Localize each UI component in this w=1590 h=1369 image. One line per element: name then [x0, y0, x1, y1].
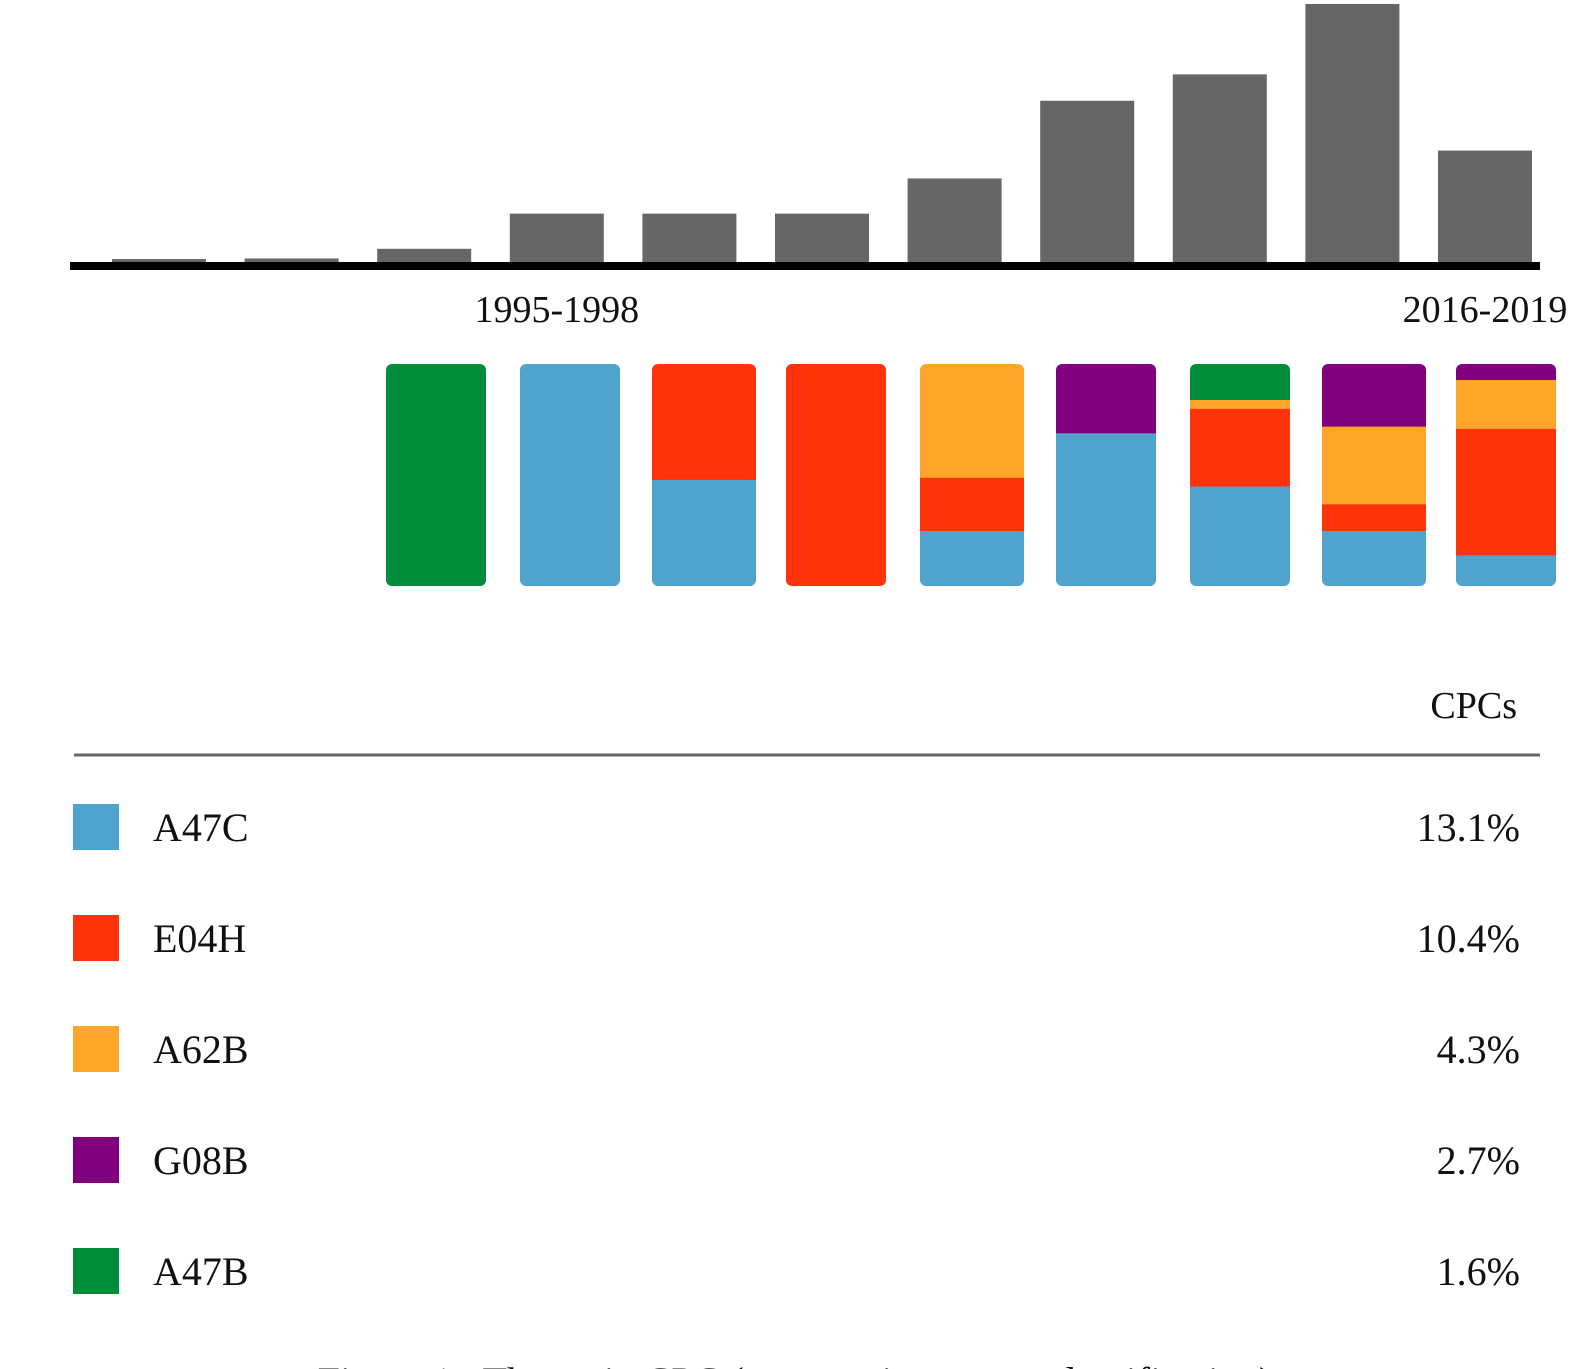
stack-segment	[786, 364, 886, 586]
stack-segment	[520, 364, 620, 586]
legend-swatch	[73, 915, 119, 961]
legend: A47C 13.1% E04H 10.4% A62B 4.3% G08B 2.7% A47B 1.…	[73, 804, 1520, 1294]
stacked-bar	[1190, 364, 1290, 586]
stack-segment	[1456, 554, 1556, 586]
stack-segment	[1322, 503, 1426, 531]
legend-code: G08B	[153, 1138, 249, 1183]
count-bar	[244, 258, 339, 262]
stack-segment	[1190, 486, 1290, 586]
legend-row: E04H 10.4%	[73, 915, 1520, 961]
cpc-share-stacked-bars	[386, 364, 1556, 586]
stack-segment	[1322, 426, 1426, 505]
stacked-bar	[1322, 364, 1426, 586]
stack-segment	[652, 364, 756, 480]
stack-segment	[1456, 428, 1556, 556]
legend-row: A62B 4.3%	[73, 1026, 1520, 1072]
stacked-bar	[786, 364, 886, 586]
legend-share: 13.1%	[1417, 805, 1520, 850]
count-bar	[1438, 150, 1532, 262]
legend-row: A47C 13.1%	[73, 804, 1520, 850]
stack-segment	[1056, 364, 1156, 434]
count-bar-chart	[112, 4, 1532, 262]
count-bar	[907, 178, 1002, 262]
stacked-bar	[920, 364, 1024, 586]
stack-segment	[1456, 364, 1556, 381]
count-bar	[1040, 100, 1135, 262]
x-tick-label: 2016-2019	[1403, 289, 1568, 331]
legend-swatch	[73, 1248, 119, 1294]
legend-share: 2.7%	[1437, 1138, 1520, 1183]
legend-header: CPCs	[1430, 685, 1517, 727]
stack-segment	[920, 477, 1024, 531]
stacked-bar	[520, 364, 620, 586]
legend-code: A47C	[153, 805, 249, 850]
legend-share: 10.4%	[1417, 916, 1520, 961]
stacked-bar	[386, 364, 486, 586]
legend-swatch	[73, 1137, 119, 1183]
legend-code: A62B	[153, 1027, 249, 1072]
x-tick-labels: 1995-1998 2016-2019	[474, 289, 1567, 331]
legend-row: G08B 2.7%	[73, 1137, 1520, 1183]
stack-segment	[920, 364, 1024, 478]
stack-segment	[1190, 364, 1290, 401]
stack-segment	[1190, 408, 1290, 487]
stack-segment	[652, 479, 756, 586]
stack-segment	[1056, 432, 1156, 586]
stack-segment	[1322, 364, 1426, 427]
legend-swatch	[73, 804, 119, 850]
stacked-bar	[652, 364, 756, 586]
count-bar	[642, 213, 737, 262]
stack-segment	[386, 364, 486, 586]
legend-share: 1.6%	[1437, 1249, 1520, 1294]
stacked-bar	[1056, 364, 1156, 586]
count-bar	[1305, 4, 1400, 262]
legend-code: E04H	[153, 916, 246, 961]
stack-segment	[1190, 399, 1290, 409]
count-bar	[377, 248, 472, 262]
count-bar	[509, 213, 604, 262]
legend-row: A47B 1.6%	[73, 1248, 1520, 1294]
stack-segment	[920, 530, 1024, 586]
count-bar	[1172, 74, 1267, 262]
stack-segment	[1322, 530, 1426, 586]
figure-caption: Figure 1 : The main CPC (cooperative pat…	[318, 1359, 1273, 1369]
stacked-bar	[1456, 364, 1556, 586]
count-bar	[112, 259, 206, 262]
legend-code: A47B	[153, 1249, 249, 1294]
stack-segment	[1456, 379, 1556, 429]
legend-swatch	[73, 1026, 119, 1072]
count-bar	[775, 213, 869, 262]
legend-share: 4.3%	[1437, 1027, 1520, 1072]
x-tick-label: 1995-1998	[474, 289, 639, 331]
